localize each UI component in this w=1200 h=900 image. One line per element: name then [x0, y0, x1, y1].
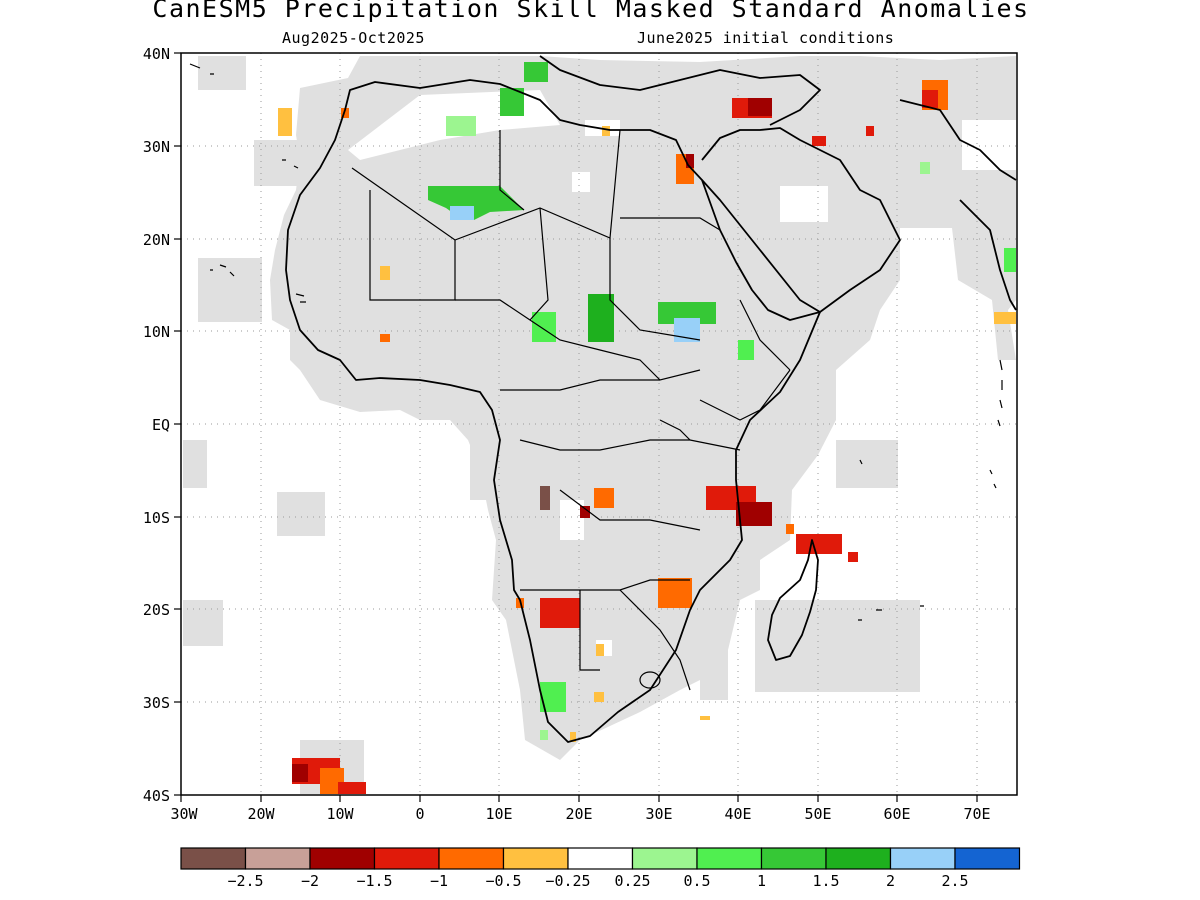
lon-label: 20W — [247, 805, 275, 823]
anomaly-patch — [922, 90, 938, 108]
anomaly-patch — [596, 644, 604, 656]
lon-label: 30E — [645, 805, 672, 823]
colorbar-swatch — [954, 847, 1021, 870]
anomaly-patch — [338, 782, 366, 794]
lat-label: EQ — [152, 416, 170, 434]
anomaly-patch — [588, 294, 614, 342]
colorbar-swatch — [825, 847, 892, 870]
anomaly-patch — [602, 126, 610, 136]
lon-labels: 30W 20W 10W 0 10E 20E 30E 40E 50E 60E 70… — [170, 805, 990, 823]
colorbar-swatch — [696, 847, 763, 870]
colorbar-swatch — [889, 847, 956, 870]
anomaly-patch — [292, 764, 308, 782]
anomaly-patches — [278, 62, 1016, 794]
lat-label: 10S — [143, 509, 170, 527]
plot-title: CanESM5 Precipitation Skill Masked Stand… — [152, 0, 1030, 23]
anomaly-patch — [1004, 248, 1016, 272]
colorbar-label: −2 — [301, 872, 319, 890]
country-borders — [351, 129, 791, 691]
lon-label: 50E — [804, 805, 831, 823]
colorbar-swatch — [631, 847, 698, 870]
lon-label: 60E — [883, 805, 910, 823]
anomaly-patch — [686, 154, 694, 168]
europe-asia-coastline — [539, 55, 1017, 181]
anomaly-patch — [736, 502, 772, 526]
grid-lines — [181, 53, 1017, 795]
anomaly-patch — [341, 108, 349, 118]
initial-conditions: June2025 initial conditions — [637, 29, 895, 47]
anomaly-patch — [570, 732, 576, 742]
skill-mask — [183, 56, 1016, 794]
anomaly-patch — [540, 486, 550, 510]
colorbar-swatch — [438, 847, 505, 870]
colorbar-swatch — [309, 847, 376, 870]
colorbar-label: −0.5 — [485, 872, 521, 890]
colorbar-label: 1.5 — [812, 872, 839, 890]
lon-label: 40E — [724, 805, 751, 823]
lat-label: 40N — [143, 45, 170, 63]
anomaly-patch — [594, 488, 614, 508]
colorbar-label: −1 — [430, 872, 448, 890]
anomaly-patch — [380, 334, 390, 342]
anomaly-patch — [994, 312, 1016, 324]
anomaly-patch — [700, 716, 710, 720]
lat-label: 10N — [143, 323, 170, 341]
lon-label: 70E — [963, 805, 990, 823]
lat-label: 20N — [143, 231, 170, 249]
anomaly-patch — [920, 162, 930, 174]
lat-labels: 40N 30N 20N 10N EQ 10S 20S 30S 40S — [143, 45, 170, 805]
anomaly-patch — [658, 578, 692, 608]
anomaly-patch — [786, 524, 794, 534]
colorbar-swatch — [502, 847, 569, 870]
anomaly-patch — [658, 302, 716, 324]
colorbar-swatch — [760, 847, 827, 870]
anomaly-patch — [738, 340, 754, 360]
anomaly-patch — [796, 534, 842, 554]
lon-label: 0 — [415, 805, 424, 823]
lon-label: 20E — [565, 805, 592, 823]
colorbar-label: −0.25 — [545, 872, 590, 890]
colorbar-label: 1 — [757, 872, 766, 890]
anomaly-patch — [540, 598, 580, 628]
anomaly-patch — [450, 206, 474, 220]
india-coastline — [959, 199, 1017, 311]
anomaly-patch — [812, 136, 826, 146]
anomaly-patch — [580, 506, 590, 518]
africa-coastline — [285, 79, 821, 743]
anomaly-patch — [594, 692, 604, 702]
lon-label: 30W — [170, 805, 198, 823]
lat-label: 30S — [143, 694, 170, 712]
colorbar-label: 0.5 — [683, 872, 710, 890]
colorbar-swatch — [373, 847, 440, 870]
colorbar: −2.5 −2 −1.5 −1 −0.5 −0.25 0.25 0.5 1 1.5 2 2.5 — [180, 847, 1021, 890]
colorbar-swatch — [244, 847, 311, 870]
madagascar-coastline — [767, 539, 819, 661]
lon-label: 10W — [326, 805, 354, 823]
anomaly-patch — [532, 312, 556, 342]
lat-label: 30N — [143, 138, 170, 156]
colorbar-label: 2.5 — [941, 872, 968, 890]
coastlines — [285, 55, 1017, 743]
colorbar-swatch — [180, 847, 247, 870]
lat-label: 40S — [143, 787, 170, 805]
anomaly-patch — [540, 730, 548, 740]
anomaly-patch — [848, 552, 858, 562]
lon-label: 10E — [485, 805, 512, 823]
tick-marks — [174, 52, 978, 802]
colorbar-swatch — [567, 847, 634, 870]
anomaly-patch — [866, 126, 874, 136]
colorbar-label: −1.5 — [356, 872, 392, 890]
arabia-coastline — [701, 127, 901, 313]
colorbar-label: 2 — [886, 872, 895, 890]
anomaly-patch — [748, 98, 772, 116]
lat-label: 20S — [143, 601, 170, 619]
anomaly-patch — [524, 62, 548, 82]
anomaly-patch — [446, 116, 476, 136]
colorbar-label: −2.5 — [227, 872, 263, 890]
anomaly-patch — [278, 108, 292, 136]
forecast-period: Aug2025-Oct2025 — [282, 29, 425, 47]
anomaly-patch — [380, 266, 390, 280]
colorbar-label: 0.25 — [614, 872, 650, 890]
